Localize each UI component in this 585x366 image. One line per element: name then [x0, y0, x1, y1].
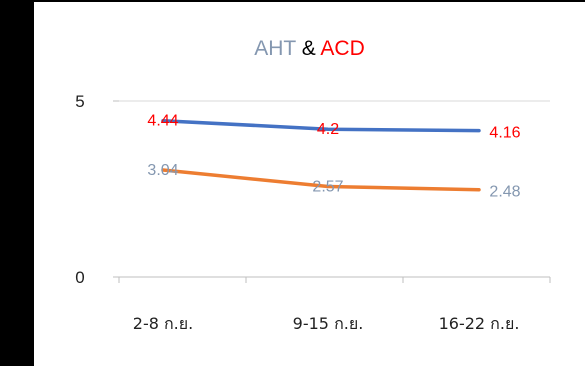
line-chart: 0 5 2-8 ก.ย. 9-15 ก.ย. 16-22 ก.ย. 4.44 4.2 4.16… — [75, 92, 551, 333]
data-label: 4.16 — [489, 125, 520, 142]
x-tick-label: 9-15 ก.ย. — [293, 314, 364, 333]
data-label: 3.04 — [147, 162, 178, 179]
title-aht: AHT — [254, 37, 296, 60]
data-label: 2.48 — [489, 184, 520, 201]
y-tick-label: 5 — [75, 92, 84, 111]
chart-title: AHT & ACD — [34, 36, 585, 62]
data-label: 4.44 — [147, 113, 178, 130]
chart-panel: AHT & ACD 0 5 2-8 ก.ย. 9-15 ก.ย. 16-22 ก.ย. 4… — [34, 2, 585, 366]
data-label: 4.2 — [317, 121, 339, 138]
x-tick-label: 2-8 ก.ย. — [133, 314, 193, 333]
x-tick-label: 16-22 ก.ย. — [439, 314, 520, 333]
y-tick-label: 0 — [75, 268, 84, 287]
title-acd: ACD — [320, 37, 365, 60]
data-label: 2.57 — [312, 179, 343, 196]
series-line-2 — [161, 168, 481, 192]
series-line-1 — [161, 118, 481, 133]
title-ampersand: & — [295, 37, 321, 60]
